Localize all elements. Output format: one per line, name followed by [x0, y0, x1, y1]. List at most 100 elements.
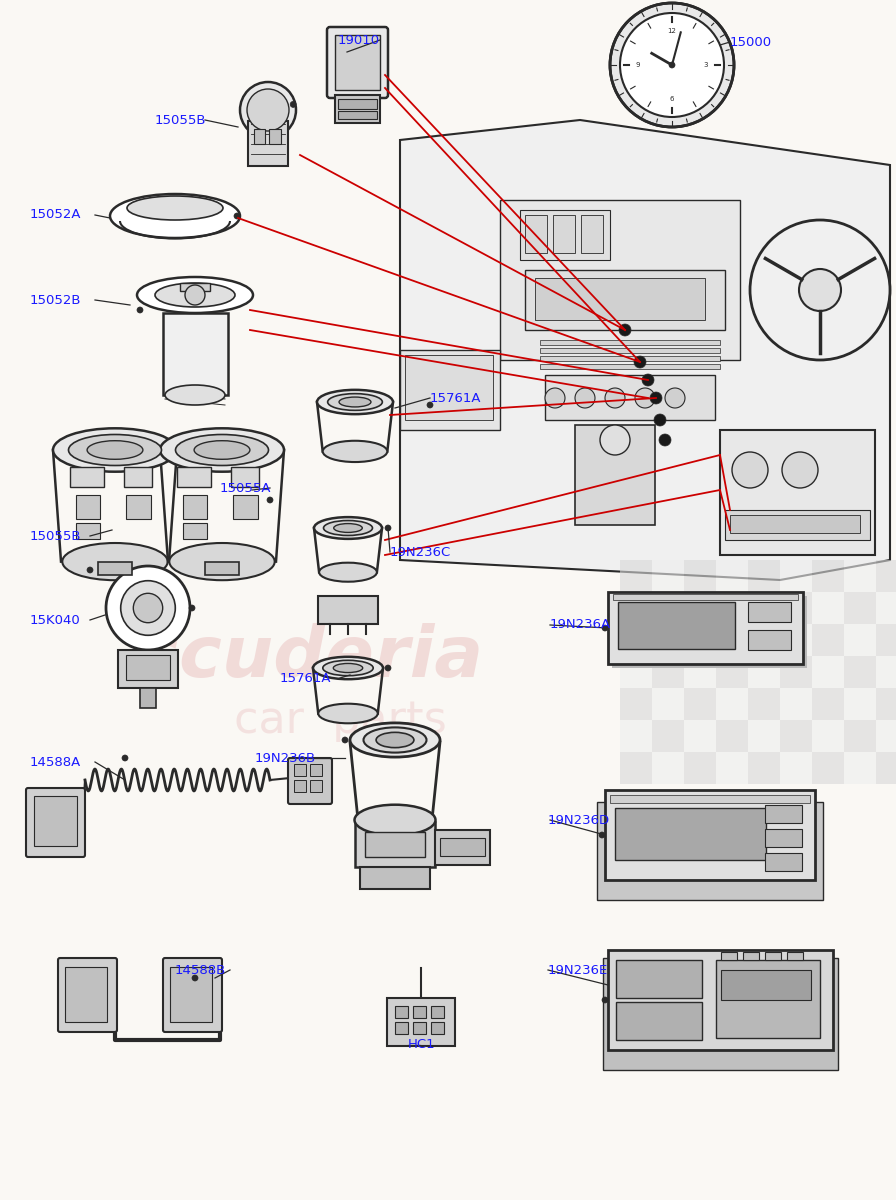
Bar: [575, 425, 655, 526]
Bar: [844, 752, 876, 784]
Bar: [748, 720, 780, 752]
Bar: [812, 720, 844, 752]
Bar: [118, 650, 178, 688]
Bar: [338, 98, 377, 109]
Bar: [748, 560, 780, 592]
Bar: [620, 656, 652, 688]
Bar: [876, 688, 896, 720]
Bar: [716, 752, 748, 784]
Circle shape: [650, 392, 662, 404]
Ellipse shape: [323, 521, 373, 535]
Ellipse shape: [333, 664, 363, 672]
Bar: [620, 624, 652, 656]
Text: 6: 6: [669, 96, 675, 102]
Bar: [716, 560, 748, 592]
Bar: [725, 510, 870, 540]
Bar: [620, 560, 652, 592]
Bar: [716, 688, 748, 720]
Bar: [620, 688, 652, 720]
Bar: [716, 624, 748, 656]
Bar: [780, 656, 812, 688]
Bar: [748, 656, 780, 688]
Bar: [764, 853, 803, 871]
Bar: [608, 950, 833, 1050]
Bar: [34, 796, 77, 846]
Bar: [652, 720, 684, 752]
Ellipse shape: [323, 440, 387, 462]
Bar: [620, 720, 652, 752]
Text: scuderia: scuderia: [136, 624, 484, 692]
Text: 3: 3: [703, 62, 708, 68]
Bar: [780, 592, 812, 624]
Circle shape: [642, 374, 654, 386]
Circle shape: [234, 214, 240, 218]
Ellipse shape: [110, 194, 240, 238]
Bar: [844, 624, 876, 656]
Circle shape: [87, 566, 93, 572]
Ellipse shape: [333, 523, 362, 533]
Bar: [71, 467, 104, 487]
Bar: [844, 688, 876, 720]
Bar: [335, 95, 380, 122]
Bar: [652, 592, 684, 624]
Bar: [294, 764, 306, 776]
Bar: [431, 1006, 444, 1018]
Circle shape: [185, 284, 205, 305]
Bar: [730, 515, 860, 533]
Circle shape: [122, 755, 128, 761]
Bar: [844, 720, 876, 752]
Circle shape: [427, 402, 433, 408]
Ellipse shape: [63, 542, 168, 581]
Ellipse shape: [339, 397, 371, 407]
Bar: [780, 752, 812, 784]
Bar: [620, 592, 652, 624]
Text: 12: 12: [668, 28, 676, 34]
Bar: [652, 560, 684, 592]
Circle shape: [602, 997, 608, 1003]
Bar: [743, 952, 759, 960]
Bar: [720, 430, 875, 554]
Bar: [335, 35, 380, 90]
Bar: [535, 278, 705, 320]
Text: 19N236C: 19N236C: [390, 546, 452, 558]
Circle shape: [732, 452, 768, 488]
Bar: [338, 110, 377, 119]
Circle shape: [634, 356, 646, 368]
Bar: [748, 630, 791, 650]
Bar: [716, 656, 748, 688]
Circle shape: [605, 388, 625, 408]
Bar: [876, 560, 896, 592]
Bar: [540, 364, 720, 370]
Bar: [748, 592, 780, 624]
Bar: [616, 960, 702, 998]
Circle shape: [635, 388, 655, 408]
Circle shape: [659, 434, 671, 446]
Circle shape: [799, 269, 841, 311]
Bar: [76, 494, 100, 520]
Bar: [180, 283, 210, 290]
Bar: [716, 720, 748, 752]
Bar: [597, 802, 823, 900]
Ellipse shape: [194, 440, 250, 460]
Bar: [618, 602, 735, 649]
Bar: [205, 562, 238, 575]
Bar: [360, 866, 430, 889]
Bar: [812, 752, 844, 784]
Ellipse shape: [169, 542, 275, 581]
Bar: [603, 958, 838, 1070]
Bar: [431, 1022, 444, 1034]
Circle shape: [782, 452, 818, 488]
Bar: [310, 764, 322, 776]
Bar: [684, 656, 716, 688]
Circle shape: [619, 324, 631, 336]
Bar: [163, 313, 228, 395]
Bar: [684, 720, 716, 752]
Bar: [610, 794, 810, 803]
Bar: [780, 624, 812, 656]
Bar: [99, 562, 132, 575]
Ellipse shape: [318, 703, 378, 724]
Circle shape: [342, 737, 348, 743]
Bar: [126, 494, 151, 520]
Circle shape: [385, 665, 391, 671]
Bar: [413, 1006, 426, 1018]
